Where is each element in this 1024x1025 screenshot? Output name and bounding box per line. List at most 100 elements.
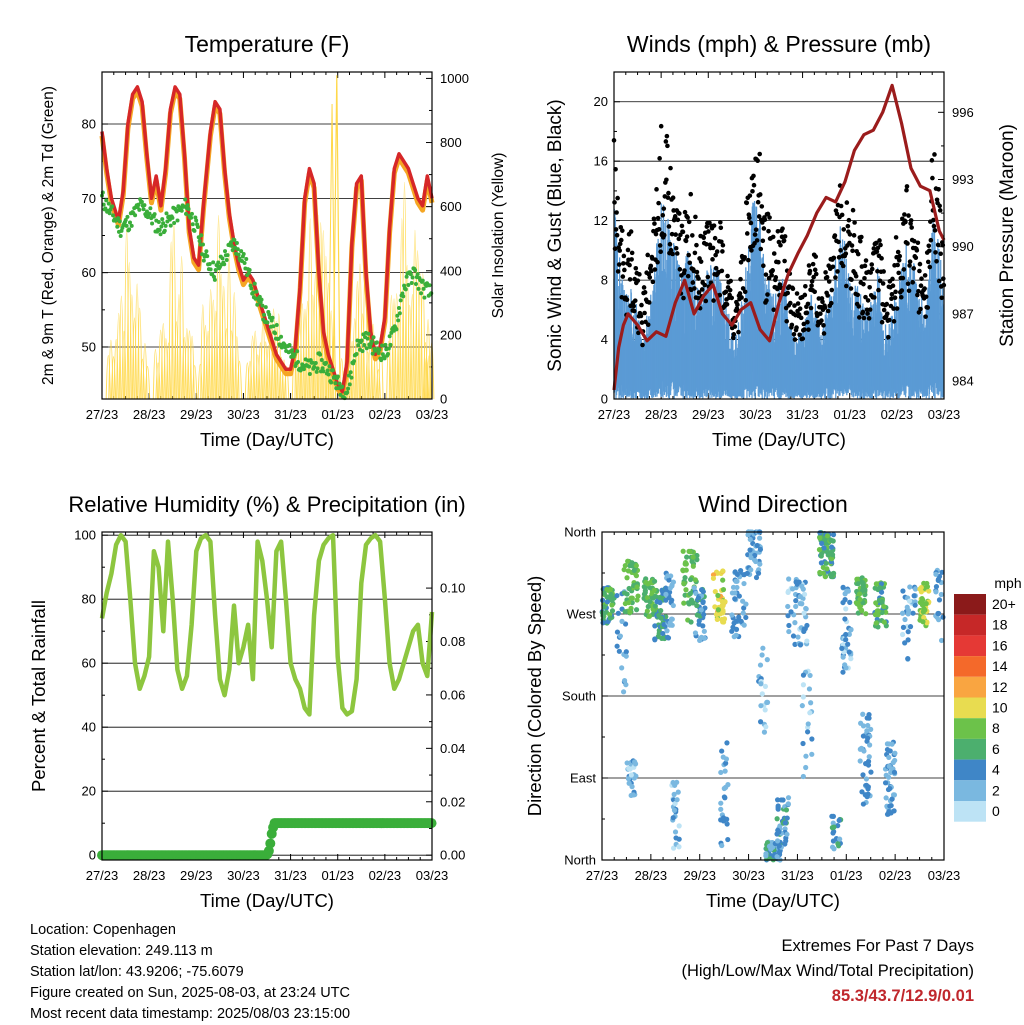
dewpoint-point <box>189 215 194 220</box>
direction-point <box>878 589 885 595</box>
dewpoint-point <box>348 370 353 375</box>
x-tick-label: 30/23 <box>732 868 765 883</box>
solar-spike <box>205 330 211 400</box>
gust-point <box>867 307 873 312</box>
direction-point <box>669 597 675 603</box>
gust-point <box>881 269 886 274</box>
gust-point <box>744 231 750 236</box>
gust-point <box>911 266 917 271</box>
direction-point <box>921 614 927 621</box>
solar-spike <box>210 299 216 400</box>
direction-point <box>622 621 629 627</box>
direction-point <box>748 554 754 561</box>
dewpoint-point <box>345 390 350 395</box>
direction-point <box>631 567 637 573</box>
y-tick-label: 0 <box>601 392 608 407</box>
solar-spike <box>425 319 431 400</box>
dewpoint-point <box>142 203 147 208</box>
direction-point <box>604 599 611 605</box>
direction-point <box>736 593 742 599</box>
pressure-line <box>612 83 946 391</box>
direction-point <box>797 642 804 648</box>
gust-point <box>690 280 696 285</box>
direction-point <box>609 608 616 614</box>
solar-spike <box>423 356 430 400</box>
dewpoint-point <box>340 384 345 389</box>
legend-label: 14 <box>992 658 1008 674</box>
direction-point <box>821 545 827 551</box>
direction-point <box>682 559 689 566</box>
dewpoint-point <box>160 217 165 222</box>
dewpoint-point <box>396 318 401 323</box>
gust-point <box>933 250 938 255</box>
latlon-text: Station lat/lon: 43.9206; -75.6079 <box>30 964 244 980</box>
gust-point <box>895 249 901 255</box>
direction-point <box>740 610 746 616</box>
direction-point <box>848 656 854 662</box>
gust-point <box>809 279 815 284</box>
direction-point <box>621 567 627 573</box>
gust-point <box>625 247 631 253</box>
gust-point <box>855 251 861 257</box>
dewpoint-point <box>150 221 155 226</box>
dewpoint-point <box>212 274 217 279</box>
dewpoint-point <box>247 267 252 272</box>
direction-point <box>617 633 624 639</box>
dewpoint-point <box>380 343 385 348</box>
direction-point <box>675 789 681 795</box>
gust-point <box>756 214 762 219</box>
direction-point <box>763 851 769 857</box>
direction-point <box>680 548 686 554</box>
gust-point <box>781 238 787 243</box>
direction-point <box>738 568 744 574</box>
gust-point <box>792 303 797 308</box>
direction-point <box>847 599 853 605</box>
solar-spike <box>420 273 426 400</box>
gust-point <box>802 327 807 332</box>
direction-point <box>860 723 867 729</box>
gust-point <box>640 342 645 348</box>
gust-point <box>645 322 651 328</box>
gust-point <box>769 272 774 278</box>
gust-point <box>890 283 896 289</box>
direction-point <box>830 532 837 538</box>
direction-point <box>904 604 910 610</box>
dewpoint-point <box>319 357 324 362</box>
gust-point <box>832 233 838 238</box>
gust-point <box>828 300 834 306</box>
direction-point <box>625 776 632 782</box>
dewpoint-point <box>387 334 392 339</box>
dewpoint-point <box>368 345 373 350</box>
direction-point <box>784 815 790 821</box>
solar-spike <box>307 218 313 400</box>
gust-point <box>838 248 843 253</box>
dewpoint-point <box>416 286 421 291</box>
y2-tick-label: 990 <box>952 239 974 254</box>
solar-spike <box>327 104 336 400</box>
solar-spike <box>312 273 319 400</box>
gust-point <box>775 286 780 292</box>
dewpoint-point <box>295 349 300 354</box>
direction-point <box>867 742 873 748</box>
direction-point <box>762 707 768 713</box>
gust-point <box>642 310 647 316</box>
gust-point <box>656 200 661 206</box>
gust-point <box>926 243 932 249</box>
gust-point <box>931 217 936 223</box>
direction-point <box>918 589 924 595</box>
gust-point <box>879 319 885 325</box>
direction-point <box>868 769 874 775</box>
gust-point <box>718 225 724 231</box>
dewpoint-point <box>271 324 276 329</box>
direction-point <box>789 586 796 592</box>
direction-point <box>912 602 918 608</box>
solar-spike <box>391 298 397 400</box>
gust-point <box>696 290 702 295</box>
direction-point <box>628 595 634 601</box>
gust-point <box>642 290 648 295</box>
gust-point <box>614 232 620 238</box>
dewpoint-point <box>118 233 123 238</box>
dewpoint-point <box>326 372 331 377</box>
direction-point <box>627 609 633 615</box>
